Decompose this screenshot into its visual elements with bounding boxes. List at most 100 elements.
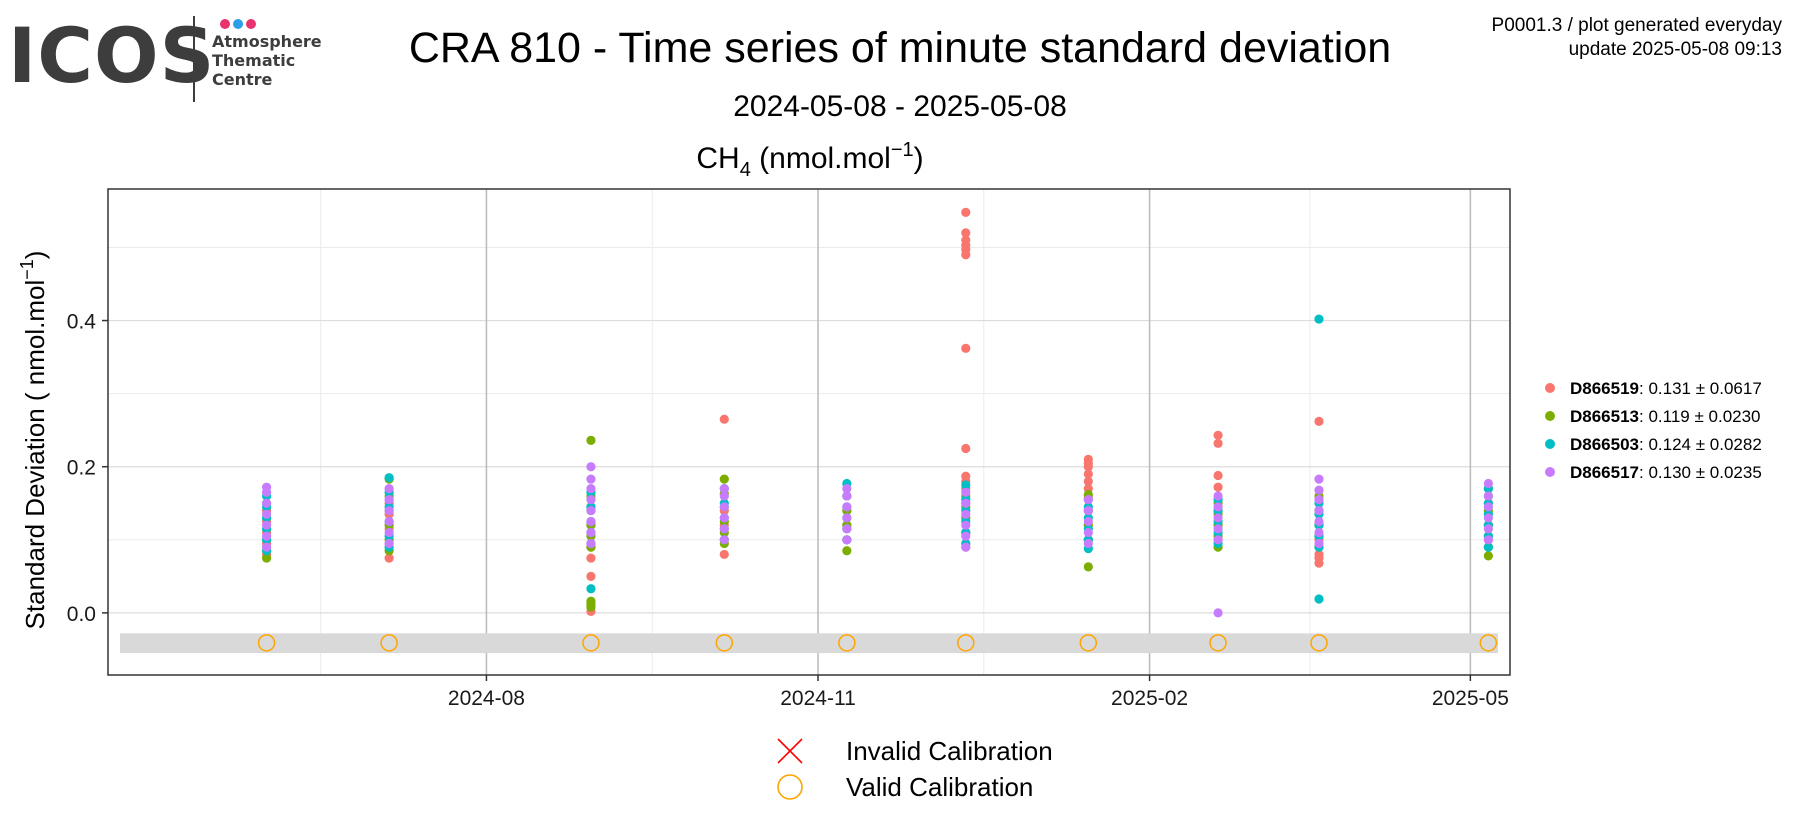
calibration-band-layer bbox=[120, 633, 1498, 654]
data-point-D866517 bbox=[261, 482, 272, 492]
data-point-D866519 bbox=[1083, 476, 1093, 486]
logo-dot bbox=[220, 19, 230, 29]
data-point-D866517 bbox=[842, 502, 852, 512]
x-tick-label: 2024-11 bbox=[780, 687, 856, 710]
data-point-D866517 bbox=[384, 495, 394, 505]
x-tick-label: 2024-08 bbox=[448, 687, 525, 710]
data-point-D866503 bbox=[384, 473, 394, 483]
data-point-D866517 bbox=[384, 484, 394, 494]
data-point-D866519 bbox=[1083, 454, 1093, 465]
data-point-D866517 bbox=[842, 535, 852, 545]
y-axis-label: Standard Deviation ( nmol.mol−1) bbox=[17, 251, 50, 630]
y-tick-label: 0.4 bbox=[67, 311, 97, 334]
logo-wordmark: ICOS bbox=[8, 11, 216, 100]
plot-meta: P0001.3 / plot generated everyday update… bbox=[1492, 14, 1782, 62]
data-point-D866517 bbox=[719, 491, 729, 501]
data-point-D866517 bbox=[1314, 495, 1324, 505]
logo-line: Centre bbox=[212, 70, 273, 89]
valid-calibration-marker bbox=[1310, 634, 1328, 652]
legend-swatch-D866519 bbox=[1545, 383, 1555, 393]
legend-swatch-D866513 bbox=[1545, 411, 1555, 421]
date-range-subtitle: 2024-05-08 - 2025-05-08 bbox=[733, 90, 1067, 123]
data-point-D866517 bbox=[1483, 513, 1493, 523]
data-point-D866519 bbox=[1213, 430, 1223, 440]
data-point-D866519 bbox=[961, 235, 971, 245]
logo-divider bbox=[193, 16, 195, 102]
calibration-legend-label: Invalid Calibration bbox=[846, 736, 1053, 766]
panel-title: CH4 (nmol.mol−1) bbox=[696, 139, 923, 181]
data-point-D866517 bbox=[1083, 495, 1093, 505]
logo-line: Atmosphere bbox=[212, 32, 322, 51]
data-point-D866519 bbox=[1213, 470, 1223, 481]
calibration-legend: Invalid Calibration Valid Calibration bbox=[777, 736, 1053, 802]
data-point-D866513 bbox=[842, 546, 852, 556]
data-point-D866517 bbox=[961, 520, 971, 530]
data-point-D866517 bbox=[261, 498, 272, 508]
data-point-D866517 bbox=[719, 513, 729, 523]
page-title: CRA 810 - Time series of minute standard… bbox=[408, 24, 1392, 72]
data-point-D866519 bbox=[1314, 549, 1324, 560]
data-point-D866519 bbox=[1083, 469, 1093, 479]
data-point-D866519 bbox=[1314, 416, 1324, 427]
data-point-D866517 bbox=[1314, 474, 1324, 484]
data-point-D866517 bbox=[1213, 608, 1223, 618]
legend-label-D866519: D866519: 0.131 ± 0.0617 bbox=[1570, 379, 1762, 398]
legend-swatch-D866517 bbox=[1545, 467, 1555, 477]
y-tick-label: 0.0 bbox=[67, 603, 96, 626]
logo-dots bbox=[220, 16, 259, 30]
data-point-D866519 bbox=[1213, 438, 1223, 448]
data-point-D866503 bbox=[1314, 594, 1324, 604]
valid-calibration-marker bbox=[1209, 634, 1227, 652]
data-point-D866519 bbox=[586, 571, 596, 581]
data-point-D866517 bbox=[586, 538, 596, 549]
data-point-D866517 bbox=[842, 491, 852, 501]
data-point-D866517 bbox=[586, 505, 596, 516]
data-point-D866517 bbox=[1483, 535, 1493, 545]
legend-swatch-D866503 bbox=[1545, 439, 1555, 449]
valid-calibration-marker bbox=[582, 634, 600, 652]
data-point-D866517 bbox=[1314, 527, 1324, 538]
data-point-D866517 bbox=[586, 484, 596, 494]
data-point-D866513 bbox=[1483, 551, 1493, 561]
data-point-D866517 bbox=[1083, 516, 1093, 527]
data-point-D866517 bbox=[261, 520, 272, 530]
data-point-D866517 bbox=[586, 462, 596, 472]
data-point-D866517 bbox=[842, 513, 852, 523]
calibration-markers-layer bbox=[257, 634, 1498, 652]
legend-label-D866517: D866517: 0.130 ± 0.0235 bbox=[1570, 463, 1762, 482]
data-point-D866503 bbox=[961, 480, 971, 490]
data-point-D866519 bbox=[961, 207, 971, 217]
data-point-D866517 bbox=[1213, 535, 1223, 545]
data-point-D866517 bbox=[719, 502, 729, 512]
points-layer bbox=[261, 207, 1493, 618]
data-point-D866517 bbox=[719, 484, 729, 494]
valid-calibration-marker bbox=[1079, 634, 1098, 652]
valid-calibration-marker bbox=[1479, 634, 1498, 652]
data-point-D866517 bbox=[719, 535, 729, 545]
logo-dot bbox=[246, 19, 256, 29]
valid-calibration-marker bbox=[380, 634, 398, 652]
data-point-D866519 bbox=[961, 443, 971, 454]
x-tick-label: 2025-02 bbox=[1111, 687, 1188, 710]
data-point-D866513 bbox=[586, 596, 596, 606]
data-point-D866517 bbox=[961, 509, 971, 519]
valid-calibration-symbol bbox=[777, 774, 803, 800]
data-point-D866517 bbox=[961, 542, 971, 552]
data-point-D866517 bbox=[384, 516, 394, 527]
legend-label-D866513: D866513: 0.119 ± 0.0230 bbox=[1570, 407, 1761, 426]
invalid-calibration-symbol bbox=[777, 738, 803, 764]
axis-layer: 0.0 0.2 0.4 2024-08 2024-11 2025-02 2025-05 bbox=[67, 311, 1509, 710]
calibration-legend-label: Valid Calibration bbox=[846, 772, 1033, 802]
x-tick-label: 2025-05 bbox=[1432, 687, 1509, 710]
data-point-D866517 bbox=[1314, 505, 1324, 516]
data-point-D866513 bbox=[586, 435, 596, 446]
data-point-D866517 bbox=[1083, 538, 1093, 549]
data-point-D866517 bbox=[1483, 502, 1493, 512]
data-point-D866517 bbox=[384, 538, 394, 549]
valid-calibration-marker bbox=[257, 634, 276, 652]
data-point-D866513 bbox=[1083, 562, 1093, 572]
legend-label-D866503: D866503: 0.124 ± 0.0282 bbox=[1570, 435, 1762, 454]
data-point-D866519 bbox=[384, 553, 394, 563]
data-point-D866519 bbox=[961, 343, 971, 353]
